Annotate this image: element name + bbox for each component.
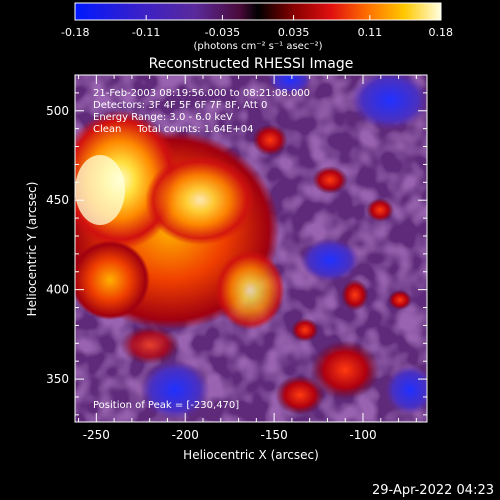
colorbar-tick-label: 0.035 bbox=[278, 26, 310, 39]
annotation-method: Clean Total counts: 1.64E+04 bbox=[93, 124, 253, 135]
colorbar-tick-label: 0.18 bbox=[429, 26, 454, 39]
colorbar-tick-label: -0.035 bbox=[205, 26, 240, 39]
plot-area: -250 -200 -150 -100 350 400 450 500 bbox=[46, 74, 428, 442]
plot-frame bbox=[74, 74, 428, 423]
y-tick-label: 350 bbox=[46, 372, 69, 386]
annotation-energy: Energy Range: 3.0 - 6.0 keV bbox=[93, 112, 233, 123]
annotation-time-range: 21-Feb-2003 08:19:56.000 to 08:21:08.000 bbox=[93, 88, 310, 99]
colorbar-tick-label: 0.11 bbox=[358, 26, 383, 39]
axis-ticks: -250 -200 -150 -100 350 400 450 500 bbox=[46, 74, 427, 442]
y-tick-label: 500 bbox=[46, 104, 69, 118]
x-axis-label: Heliocentric X (arcsec) bbox=[183, 448, 319, 462]
colorbar-tick-label: -0.11 bbox=[132, 26, 160, 39]
x-tick-label: -100 bbox=[349, 428, 376, 442]
colorbar-ticks: -0.18 -0.11 -0.035 0.035 0.11 0.18 bbox=[61, 15, 453, 39]
colorbar-gradient bbox=[74, 2, 442, 21]
annotation-detectors: Detectors: 3F 4F 5F 6F 7F 8F, Att 0 bbox=[93, 100, 267, 111]
colorbar: -0.18 -0.11 -0.035 0.035 0.11 0.18 (photons c… bbox=[61, 2, 453, 52]
y-axis-label: Heliocentric Y (arcsec) bbox=[25, 182, 39, 317]
colorbar-tick-label: -0.18 bbox=[61, 26, 89, 39]
x-tick-label: -150 bbox=[260, 428, 287, 442]
x-tick-label: -250 bbox=[83, 428, 110, 442]
y-tick-label: 450 bbox=[46, 193, 69, 207]
colorbar-unit-label: (photons cm⁻² s⁻¹ asec⁻²) bbox=[193, 41, 322, 52]
y-tick-label: 400 bbox=[46, 283, 69, 297]
x-tick-label: -200 bbox=[172, 428, 199, 442]
chart-title: Reconstructed RHESSI Image bbox=[149, 56, 354, 72]
image-map bbox=[75, 75, 427, 422]
footer-timestamp: 29-Apr-2022 04:23 bbox=[372, 483, 494, 498]
annotation-peak: Position of Peak = [-230,470] bbox=[93, 400, 239, 411]
annotations: 21-Feb-2003 08:19:56.000 to 08:21:08.000… bbox=[93, 88, 310, 411]
